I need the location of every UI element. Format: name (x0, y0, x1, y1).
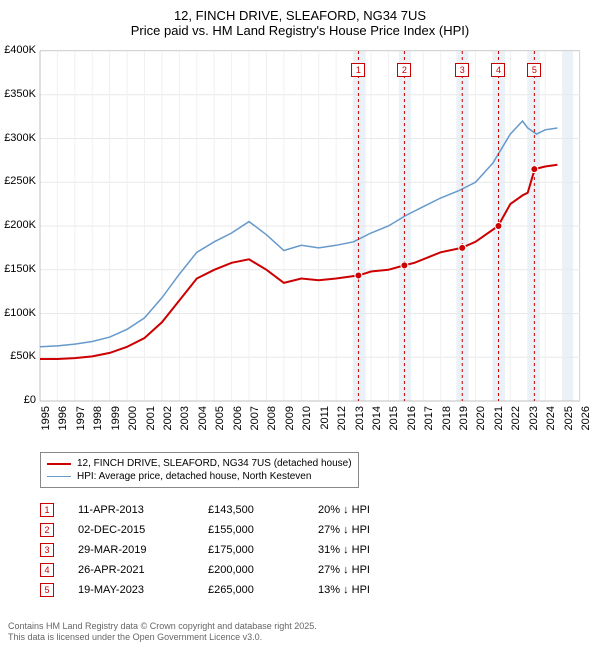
x-tick-label: 2025 (563, 406, 575, 430)
legend-item: HPI: Average price, detached house, Nort… (47, 470, 352, 483)
x-tick-label: 2011 (319, 406, 331, 430)
x-tick-label: 2006 (232, 406, 244, 430)
chart-container: 12, FINCH DRIVE, SLEAFORD, NG34 7US Pric… (0, 0, 600, 650)
legend-item: 12, FINCH DRIVE, SLEAFORD, NG34 7US (det… (47, 457, 352, 470)
y-tick-label: £300K (4, 132, 36, 144)
x-tick-label: 2004 (197, 406, 209, 430)
legend-swatch (47, 463, 71, 465)
x-tick-label: 1999 (110, 406, 122, 430)
legend: 12, FINCH DRIVE, SLEAFORD, NG34 7US (det… (40, 452, 359, 488)
x-tick-label: 2021 (493, 406, 505, 430)
x-tick-label: 2022 (510, 406, 522, 430)
sales-table: 1 11-APR-2013£143,50020% ↓ HPI 2 02-DEC-201… (40, 500, 428, 600)
sales-row-marker: 3 (40, 543, 54, 557)
title-subtitle: Price paid vs. HM Land Registry's House … (10, 23, 590, 38)
sales-delta: 27% ↓ HPI (318, 564, 428, 576)
x-tick-label: 2013 (354, 406, 366, 430)
y-tick-label: £0 (24, 394, 36, 406)
x-tick-label: 2005 (214, 406, 226, 430)
x-tick-label: 2024 (545, 406, 557, 430)
x-tick-label: 1998 (92, 406, 104, 430)
legend-label: HPI: Average price, detached house, Nort… (77, 471, 311, 482)
footer-line1: Contains HM Land Registry data © Crown c… (8, 621, 317, 633)
sales-delta: 27% ↓ HPI (318, 524, 428, 536)
title-address: 12, FINCH DRIVE, SLEAFORD, NG34 7US (10, 8, 590, 23)
x-tick-label: 2023 (528, 406, 540, 430)
sales-date: 02-DEC-2015 (78, 524, 208, 536)
sales-row: 5 19-MAY-2023£265,00013% ↓ HPI (40, 580, 428, 600)
y-tick-label: £100K (4, 307, 36, 319)
y-tick-label: £350K (4, 88, 36, 100)
footer: Contains HM Land Registry data © Crown c… (8, 621, 317, 644)
sale-marker-2: 2 (397, 63, 411, 77)
sales-row: 4 26-APR-2021£200,00027% ↓ HPI (40, 560, 428, 580)
sale-marker-5: 5 (527, 63, 541, 77)
sales-row-marker: 1 (40, 503, 54, 517)
sales-price: £200,000 (208, 564, 318, 576)
sales-delta: 31% ↓ HPI (318, 544, 428, 556)
x-tick-label: 2017 (423, 406, 435, 430)
x-tick-label: 2002 (162, 406, 174, 430)
x-tick-label: 1997 (75, 406, 87, 430)
chart-svg (40, 51, 579, 400)
legend-swatch (47, 476, 71, 478)
sale-marker-4: 4 (491, 63, 505, 77)
y-axis-ticks: £0£50K£100K£150K£200K£250K£300K£350K£400… (0, 50, 38, 400)
x-tick-label: 2016 (406, 406, 418, 430)
x-tick-label: 2020 (475, 406, 487, 430)
sales-row: 2 02-DEC-2015£155,00027% ↓ HPI (40, 520, 428, 540)
sales-row-marker: 2 (40, 523, 54, 537)
x-tick-label: 2015 (388, 406, 400, 430)
x-tick-label: 2014 (371, 406, 383, 430)
sales-delta: 13% ↓ HPI (318, 584, 428, 596)
legend-label: 12, FINCH DRIVE, SLEAFORD, NG34 7US (det… (77, 458, 352, 469)
x-tick-label: 2026 (580, 406, 592, 430)
x-tick-label: 2019 (458, 406, 470, 430)
sales-row-marker: 5 (40, 583, 54, 597)
y-tick-label: £150K (4, 263, 36, 275)
x-tick-label: 2010 (301, 406, 313, 430)
sales-row: 1 11-APR-2013£143,50020% ↓ HPI (40, 500, 428, 520)
y-tick-label: £50K (10, 350, 36, 362)
sales-price: £175,000 (208, 544, 318, 556)
x-tick-label: 2000 (127, 406, 139, 430)
sale-marker-3: 3 (455, 63, 469, 77)
sales-price: £265,000 (208, 584, 318, 596)
sales-date: 19-MAY-2023 (78, 584, 208, 596)
x-tick-label: 2003 (179, 406, 191, 430)
sales-date: 26-APR-2021 (78, 564, 208, 576)
plot-area: 1 2 3 4 5 (40, 50, 580, 400)
sales-delta: 20% ↓ HPI (318, 504, 428, 516)
footer-line2: This data is licensed under the Open Gov… (8, 632, 317, 644)
y-tick-label: £200K (4, 219, 36, 231)
sales-row-marker: 4 (40, 563, 54, 577)
sales-date: 11-APR-2013 (78, 504, 208, 516)
x-tick-label: 1996 (57, 406, 69, 430)
sale-marker-1: 1 (351, 63, 365, 77)
x-tick-label: 2012 (336, 406, 348, 430)
x-tick-label: 2009 (284, 406, 296, 430)
title-block: 12, FINCH DRIVE, SLEAFORD, NG34 7US Pric… (0, 0, 600, 42)
sales-price: £155,000 (208, 524, 318, 536)
sales-row: 3 29-MAR-2019£175,00031% ↓ HPI (40, 540, 428, 560)
sales-price: £143,500 (208, 504, 318, 516)
x-tick-label: 2001 (145, 406, 157, 430)
x-axis-ticks: 1995 1996 1997 1998 1999 2000 2001 2002 2003 2004… (40, 402, 580, 452)
x-tick-label: 2018 (441, 406, 453, 430)
y-tick-label: £400K (4, 44, 36, 56)
x-tick-label: 2007 (249, 406, 261, 430)
sales-date: 29-MAR-2019 (78, 544, 208, 556)
y-tick-label: £250K (4, 175, 36, 187)
x-tick-label: 2008 (266, 406, 278, 430)
x-tick-label: 1995 (40, 406, 52, 430)
